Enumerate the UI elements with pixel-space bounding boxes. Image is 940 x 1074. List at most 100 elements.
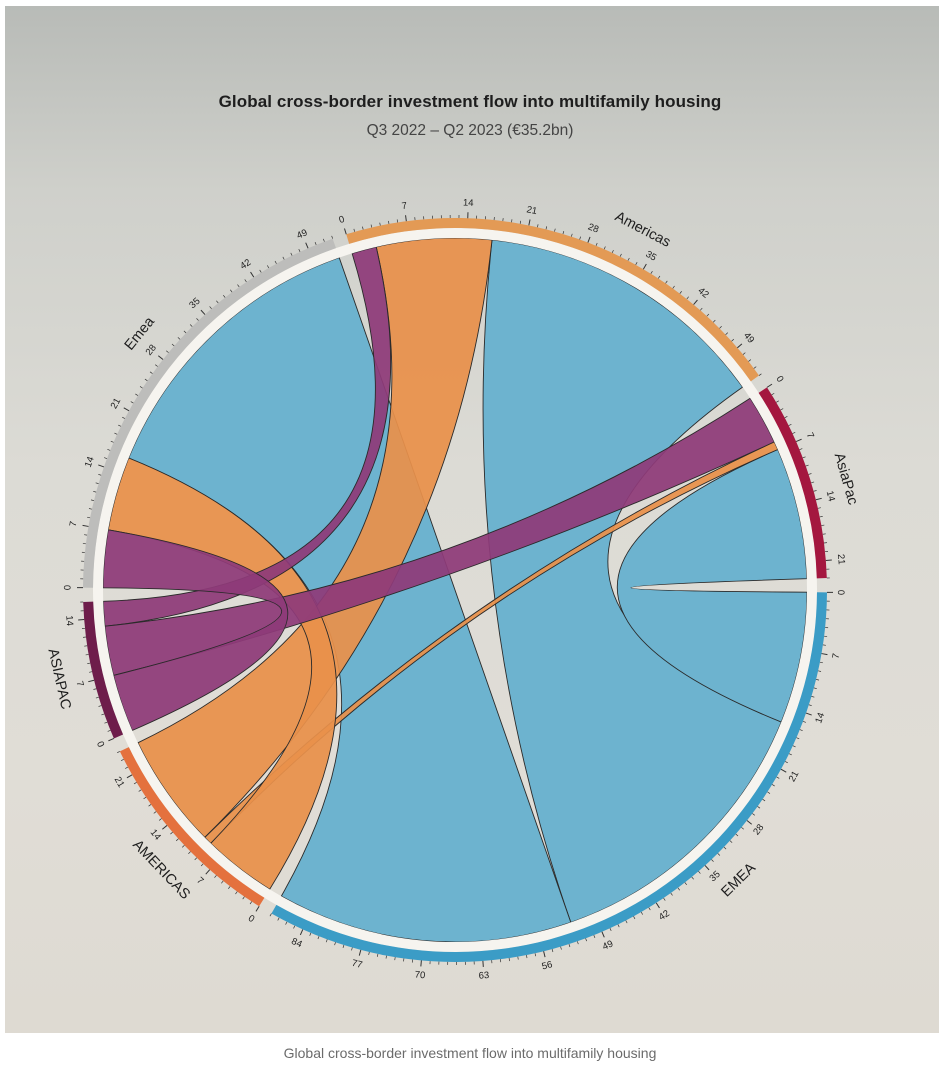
minor-tick <box>640 911 644 915</box>
minor-tick <box>107 730 111 732</box>
minor-tick <box>228 886 231 889</box>
minor-tick <box>98 473 102 476</box>
separator-ring <box>93 228 817 952</box>
minor-tick <box>93 490 97 493</box>
figure-caption: Global cross-border investment flow into… <box>283 1045 657 1061</box>
tick-label: 49 <box>295 227 309 241</box>
minor-tick <box>309 932 312 936</box>
minor-tick <box>139 386 143 389</box>
major-tick <box>821 653 828 656</box>
minor-tick <box>819 661 823 664</box>
tick-label: 0 <box>338 214 346 226</box>
minor-tick <box>545 226 548 230</box>
minor-tick <box>353 228 356 232</box>
minor-tick <box>93 688 97 690</box>
minor-tick <box>808 704 812 707</box>
minor-tick <box>729 840 733 843</box>
minor-tick <box>130 401 134 404</box>
major-tick <box>200 309 206 315</box>
major-tick <box>543 951 546 958</box>
major-tick <box>205 869 211 875</box>
major-tick <box>805 712 812 716</box>
major-tick <box>255 906 260 912</box>
major-tick <box>108 737 115 742</box>
minor-tick <box>603 246 606 250</box>
minor-tick <box>595 242 598 246</box>
major-tick <box>88 679 95 683</box>
minor-tick <box>175 838 179 842</box>
minor-tick <box>617 924 620 928</box>
minor-tick <box>712 319 716 323</box>
minor-tick <box>762 798 766 802</box>
minor-tick <box>282 256 285 260</box>
minor-tick <box>148 804 152 807</box>
minor-tick <box>725 332 729 335</box>
minor-tick <box>577 941 579 945</box>
minor-tick <box>802 456 806 459</box>
minor-tick <box>788 753 792 756</box>
minor-tick <box>805 464 809 467</box>
minor-tick <box>792 745 796 748</box>
minor-tick <box>101 713 105 716</box>
minor-tick <box>534 953 537 957</box>
major-tick <box>746 820 753 825</box>
minor-tick <box>741 827 744 830</box>
major-tick <box>405 215 407 222</box>
minor-tick <box>758 373 762 376</box>
minor-tick <box>816 679 820 681</box>
minor-tick <box>748 359 752 362</box>
minor-tick <box>331 235 333 239</box>
major-tick <box>123 407 130 412</box>
major-tick <box>157 355 164 360</box>
minor-tick <box>104 457 108 459</box>
minor-tick <box>757 806 761 809</box>
minor-tick <box>196 318 199 321</box>
group-arc-src_asiapac <box>83 601 124 739</box>
major-tick <box>162 825 168 830</box>
minor-tick <box>679 291 682 294</box>
minor-tick <box>259 269 262 273</box>
minor-tick <box>351 947 353 951</box>
tick-label: 14 <box>148 827 163 842</box>
chart-subtitle: Q3 2022 – Q2 2023 (€35.2bn) <box>366 122 574 139</box>
minor-tick <box>153 811 157 814</box>
minor-tick <box>554 228 556 232</box>
minor-tick <box>170 831 173 835</box>
chart-title: Global cross-border investment flow into… <box>218 92 722 111</box>
minor-tick <box>677 887 680 891</box>
tick-label: 35 <box>187 296 202 311</box>
minor-tick <box>780 408 784 411</box>
minor-tick <box>114 432 118 435</box>
major-tick <box>358 949 362 956</box>
minor-tick <box>379 222 381 226</box>
minor-tick <box>579 236 581 240</box>
major-tick <box>642 263 647 270</box>
minor-tick <box>285 921 288 925</box>
minor-tick <box>120 758 124 761</box>
minor-tick <box>116 751 121 754</box>
tick-label: 49 <box>741 330 756 345</box>
minor-tick <box>663 897 666 901</box>
tick-label: 0 <box>837 590 848 595</box>
minor-tick <box>230 289 233 293</box>
minor-tick <box>711 859 714 862</box>
minor-tick <box>277 917 280 921</box>
minor-tick <box>742 352 746 355</box>
minor-tick <box>244 279 247 283</box>
tick-label: 7 <box>194 875 205 887</box>
major-tick <box>98 464 105 468</box>
minor-tick <box>317 936 320 940</box>
minor-tick <box>274 260 277 264</box>
minor-tick <box>752 813 755 816</box>
minor-tick <box>811 481 815 484</box>
tick-label: 14 <box>83 455 97 469</box>
minor-tick <box>799 729 803 731</box>
minor-tick <box>125 766 129 769</box>
minor-tick <box>221 880 224 884</box>
tick-label: 21 <box>526 204 539 217</box>
major-tick <box>737 343 743 349</box>
minor-tick <box>87 662 91 664</box>
minor-tick <box>813 490 817 492</box>
major-tick <box>299 929 304 936</box>
